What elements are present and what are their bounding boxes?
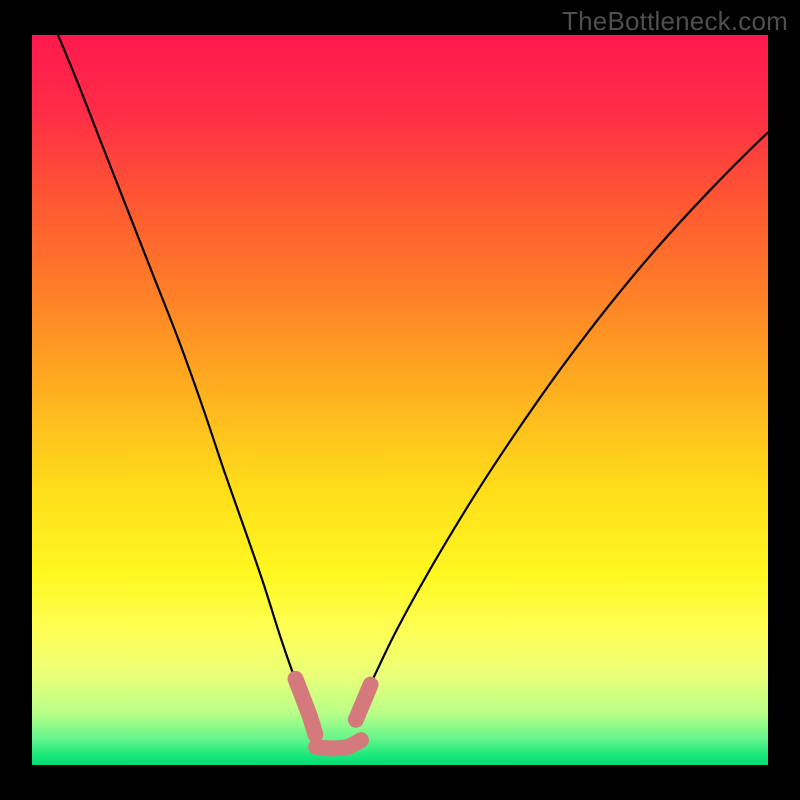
watermark-text: TheBottleneck.com	[562, 6, 788, 37]
gradient-background	[32, 35, 768, 765]
chart-stage: TheBottleneck.com	[0, 0, 800, 800]
plot-area	[32, 35, 768, 765]
overlay-bottom	[316, 740, 361, 748]
